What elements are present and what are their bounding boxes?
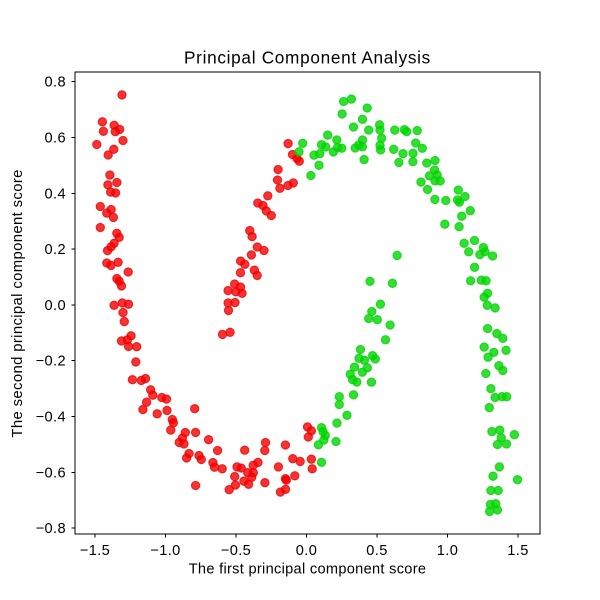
svg-text:0.6: 0.6 — [45, 131, 67, 147]
svg-text:−0.6: −0.6 — [36, 465, 66, 481]
svg-text:0.0: 0.0 — [296, 543, 318, 559]
svg-text:−0.2: −0.2 — [36, 354, 66, 370]
svg-text:The first principal component: The first principal component score — [189, 562, 427, 578]
svg-text:0.5: 0.5 — [366, 543, 388, 559]
svg-text:−1.0: −1.0 — [150, 543, 180, 559]
svg-text:1.5: 1.5 — [507, 543, 529, 559]
svg-text:−0.4: −0.4 — [36, 410, 66, 426]
svg-text:−0.8: −0.8 — [36, 521, 66, 537]
svg-text:−1.5: −1.5 — [80, 543, 110, 559]
svg-text:0.8: 0.8 — [45, 75, 67, 91]
svg-text:0.2: 0.2 — [45, 242, 67, 258]
svg-text:0.4: 0.4 — [45, 186, 67, 202]
svg-text:1.0: 1.0 — [437, 543, 459, 559]
svg-text:−0.5: −0.5 — [221, 543, 251, 559]
svg-text:Principal Component Analysis: Principal Component Analysis — [184, 48, 431, 68]
svg-text:0.0: 0.0 — [45, 298, 67, 314]
svg-text:The second principal component: The second principal component score — [10, 169, 26, 437]
